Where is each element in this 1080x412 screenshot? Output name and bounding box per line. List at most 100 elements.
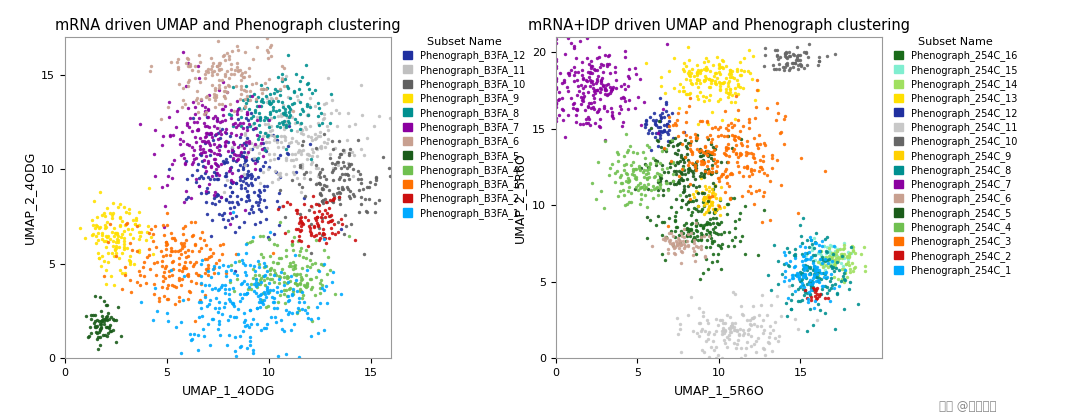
Point (743, 171, 760, 177)
Point (824, 252, 841, 258)
Point (237, 82, 254, 89)
Point (807, 286, 824, 292)
Point (573, 59, 591, 65)
Point (747, 338, 765, 345)
Point (234, 119, 252, 126)
Point (286, 171, 303, 178)
Point (780, 295, 797, 301)
Point (124, 217, 141, 223)
Point (252, 303, 269, 310)
Point (238, 291, 255, 297)
Point (259, 55, 276, 61)
Point (725, 194, 742, 201)
Point (275, 123, 293, 129)
Point (271, 87, 288, 94)
Point (618, 169, 635, 176)
Point (756, 351, 773, 358)
Point (719, 159, 737, 165)
Point (689, 77, 706, 84)
Point (253, 90, 270, 96)
Point (200, 124, 217, 130)
Point (140, 252, 158, 258)
Point (810, 274, 827, 281)
Point (198, 189, 215, 196)
Point (568, 106, 585, 113)
Point (352, 145, 369, 152)
Point (177, 259, 194, 265)
Point (162, 248, 179, 254)
Point (194, 138, 212, 144)
Point (578, 55, 595, 62)
Point (154, 273, 172, 280)
Point (280, 102, 297, 109)
Point (787, 60, 805, 66)
Point (200, 106, 217, 112)
Point (657, 99, 674, 106)
Point (692, 147, 710, 153)
Point (260, 124, 278, 130)
Point (617, 54, 634, 61)
Point (707, 206, 725, 213)
Point (177, 254, 194, 260)
Point (779, 60, 796, 67)
Point (660, 187, 677, 194)
Point (184, 247, 201, 254)
Point (323, 279, 340, 285)
Point (679, 242, 697, 249)
Point (797, 263, 814, 270)
Point (274, 102, 292, 109)
Point (822, 284, 839, 291)
Point (132, 121, 149, 128)
Point (801, 233, 819, 240)
Point (688, 164, 705, 171)
Point (298, 156, 315, 162)
Point (704, 150, 721, 156)
Point (247, 156, 265, 163)
Point (220, 199, 238, 205)
Point (295, 221, 312, 227)
Point (665, 54, 683, 61)
Point (714, 56, 731, 63)
Point (270, 221, 287, 228)
Point (221, 192, 239, 199)
Point (789, 209, 807, 216)
Point (129, 248, 146, 254)
Point (325, 145, 342, 152)
Point (95, 238, 112, 245)
Point (198, 113, 215, 120)
Point (693, 190, 711, 196)
Point (755, 152, 772, 159)
Point (159, 172, 176, 179)
Point (197, 164, 214, 171)
Point (314, 211, 332, 218)
Point (109, 236, 126, 242)
Point (676, 188, 693, 195)
Point (640, 166, 658, 172)
Point (225, 84, 242, 90)
Point (696, 194, 713, 201)
Point (642, 161, 659, 168)
Point (822, 274, 839, 281)
Point (205, 192, 222, 198)
Point (243, 115, 260, 121)
Point (332, 174, 349, 180)
Point (786, 253, 804, 260)
Point (145, 260, 162, 266)
Point (688, 220, 705, 227)
Point (797, 255, 814, 262)
Point (717, 151, 734, 158)
Point (310, 100, 327, 107)
Point (704, 215, 721, 222)
Point (315, 173, 333, 179)
Point (237, 132, 254, 138)
Point (590, 108, 607, 115)
Point (593, 78, 610, 84)
Point (785, 272, 802, 279)
Point (216, 71, 233, 77)
Point (584, 104, 602, 110)
Point (189, 161, 206, 168)
Point (608, 168, 625, 174)
Point (269, 154, 286, 161)
Point (662, 139, 679, 146)
Point (198, 138, 215, 145)
